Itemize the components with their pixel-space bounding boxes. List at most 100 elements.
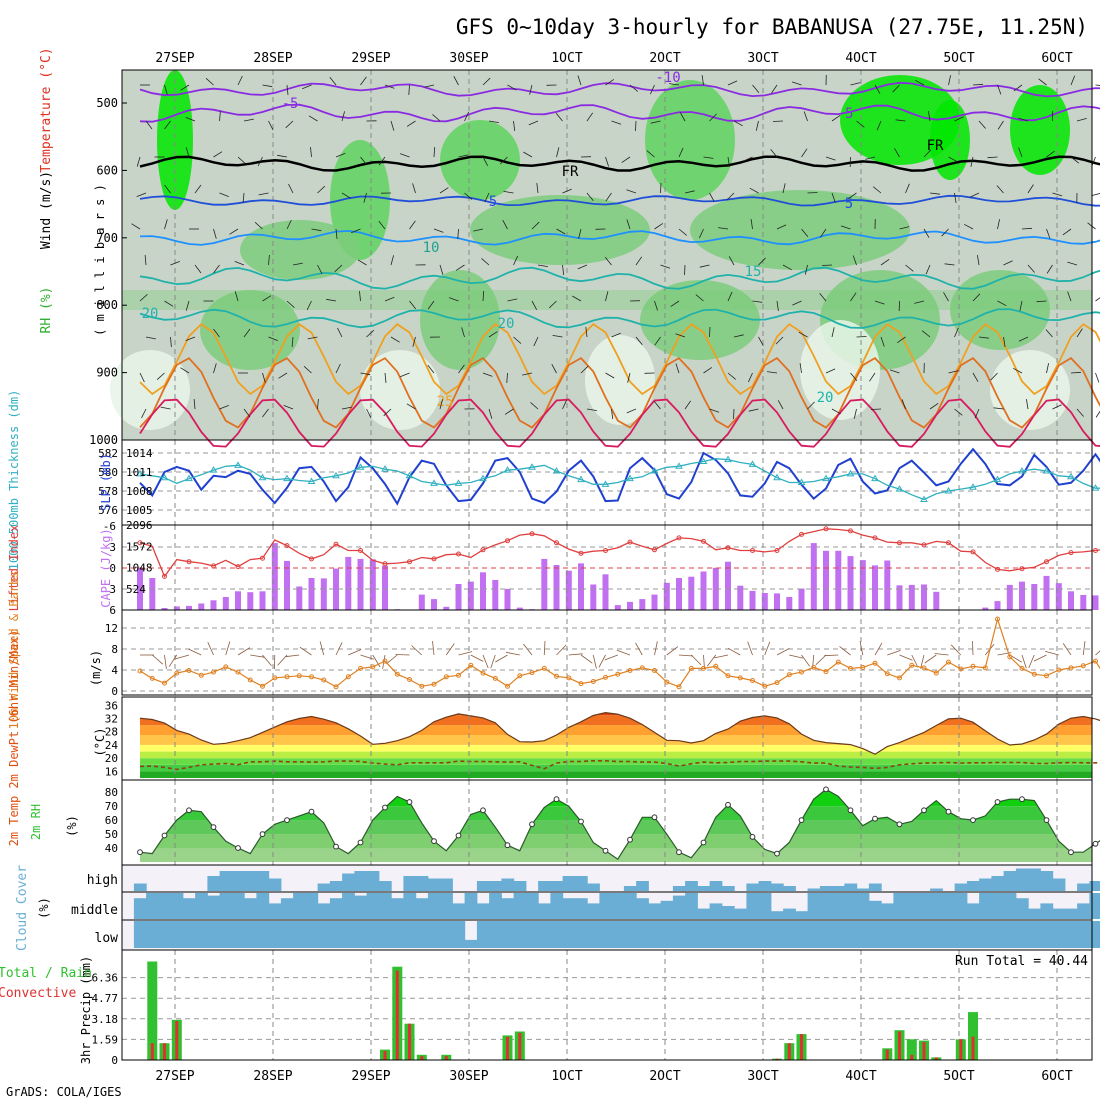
wind10-barb	[840, 646, 851, 655]
cloud-bar-middle	[318, 903, 331, 919]
rh2m-point	[726, 802, 731, 807]
wind10-barb	[1045, 651, 1059, 655]
wind10-barb	[655, 641, 658, 655]
cloud-bar-middle	[440, 893, 453, 919]
rh2m-point	[677, 850, 682, 855]
cloud-bar-high	[857, 889, 870, 892]
ylabel-cape: CAPE (J/kg)	[99, 528, 113, 607]
cape-bar	[260, 591, 266, 610]
ytick-cape: 2096	[126, 519, 153, 532]
date-label-top: 5OCT	[943, 51, 974, 66]
precip-conv-bar	[910, 1055, 913, 1060]
rh2m-point	[358, 840, 363, 845]
cloud-bar-middle	[526, 893, 539, 919]
cloud-bar-middle	[171, 893, 184, 919]
cloud-bar-low	[906, 921, 919, 948]
rh2m-point	[432, 839, 437, 844]
precip-conv-bar	[445, 1056, 448, 1060]
cloud-bar-low	[869, 921, 882, 948]
ytick-precip: 6.36	[92, 972, 119, 985]
cloud-bar-middle	[146, 893, 159, 919]
cloud-bar-low	[673, 921, 686, 948]
cloud-bar-low	[979, 921, 992, 948]
cloud-bar-middle	[293, 893, 306, 919]
cloud-bar-middle	[661, 901, 674, 919]
cloud-bar-middle	[342, 893, 355, 919]
wind-barb	[773, 121, 783, 122]
cape-bar	[1044, 576, 1050, 610]
cloud-bar-low	[293, 921, 306, 948]
date-label-bottom: 2OCT	[649, 1069, 680, 1084]
wind-barb	[636, 121, 637, 131]
cape-bar	[688, 577, 694, 610]
rh2m-point	[799, 818, 804, 823]
wind10-barb	[285, 655, 299, 657]
wind10-barb	[459, 652, 473, 655]
cloud-bar-low	[1016, 921, 1029, 948]
wind10-barb	[483, 655, 488, 668]
precip-conv-bar	[420, 1056, 423, 1060]
cloud-bar-middle	[636, 898, 649, 919]
date-label-bottom: 27SEP	[155, 1069, 194, 1084]
wind-barb	[1096, 85, 1100, 86]
cape-bar	[664, 583, 670, 610]
cloud-bar-high	[550, 881, 563, 891]
cloud-bar-high	[416, 876, 429, 891]
cloud-bar-middle	[918, 893, 931, 919]
wind10-barb	[667, 647, 678, 655]
date-label-bottom: 1OCT	[551, 1069, 582, 1084]
cloud-bar-low	[465, 940, 478, 948]
ytick-slp: 1014	[126, 447, 153, 460]
cloud-bar-middle	[1016, 898, 1029, 919]
ylabel-precip-total: Total / Rain	[0, 966, 92, 981]
cape-bar	[149, 578, 155, 610]
wind-barb	[808, 193, 818, 194]
cloud-bar-middle	[979, 893, 992, 919]
cloud-bar-high	[489, 881, 502, 891]
rh2m-point	[603, 848, 608, 853]
cloud-bar-middle	[232, 893, 245, 919]
cloud-bar-low	[269, 921, 282, 948]
cape-bar	[211, 600, 217, 610]
cloud-bar-low	[403, 921, 416, 948]
wind-barb	[871, 409, 881, 410]
cloud-bar-low	[844, 921, 857, 948]
wind10-barb	[348, 650, 361, 656]
cloud-bar-low	[538, 921, 551, 948]
cloud-bar-middle	[416, 898, 429, 919]
cape-bar	[370, 559, 376, 610]
cloud-bar-low	[955, 921, 968, 948]
rh2m-point	[995, 800, 1000, 805]
wind-barb	[1092, 193, 1100, 196]
cloud-bar-low	[171, 921, 184, 948]
date-label-top: 30SEP	[449, 51, 488, 66]
wind10-barb	[813, 655, 814, 669]
cloud-bar-middle	[330, 898, 343, 919]
cloud-bar-middle	[354, 896, 367, 919]
cloud-bar-middle	[183, 898, 196, 919]
cloud-bar-low	[734, 921, 747, 948]
cape-bar	[1031, 584, 1037, 610]
wind10-barb	[250, 655, 264, 657]
cloud-bar-middle	[134, 898, 147, 919]
rh2m-point	[701, 840, 706, 845]
cloud-bar-middle	[759, 893, 772, 919]
cloud-bar-high	[318, 884, 331, 892]
cloud-bar-high	[220, 871, 233, 891]
cloud-bar-middle	[256, 893, 269, 919]
cloud-bar-low	[746, 921, 759, 948]
cloud-bar-high	[636, 881, 649, 891]
cloud-bar-middle	[869, 901, 882, 919]
rh2m-point	[211, 825, 216, 830]
cloud-bar-middle	[550, 893, 563, 919]
cloud-bar-low	[808, 921, 821, 948]
cloud-bar-high	[673, 886, 686, 891]
cloud-bar-high	[354, 871, 367, 891]
cloud-bar-high	[269, 879, 282, 892]
cloud-bar-low	[134, 921, 147, 948]
wind10-barb	[816, 655, 826, 665]
date-label-top: 2OCT	[649, 51, 680, 66]
wind10-barb	[165, 655, 167, 669]
wind10-barb	[396, 655, 410, 656]
cape-bar	[431, 599, 437, 610]
